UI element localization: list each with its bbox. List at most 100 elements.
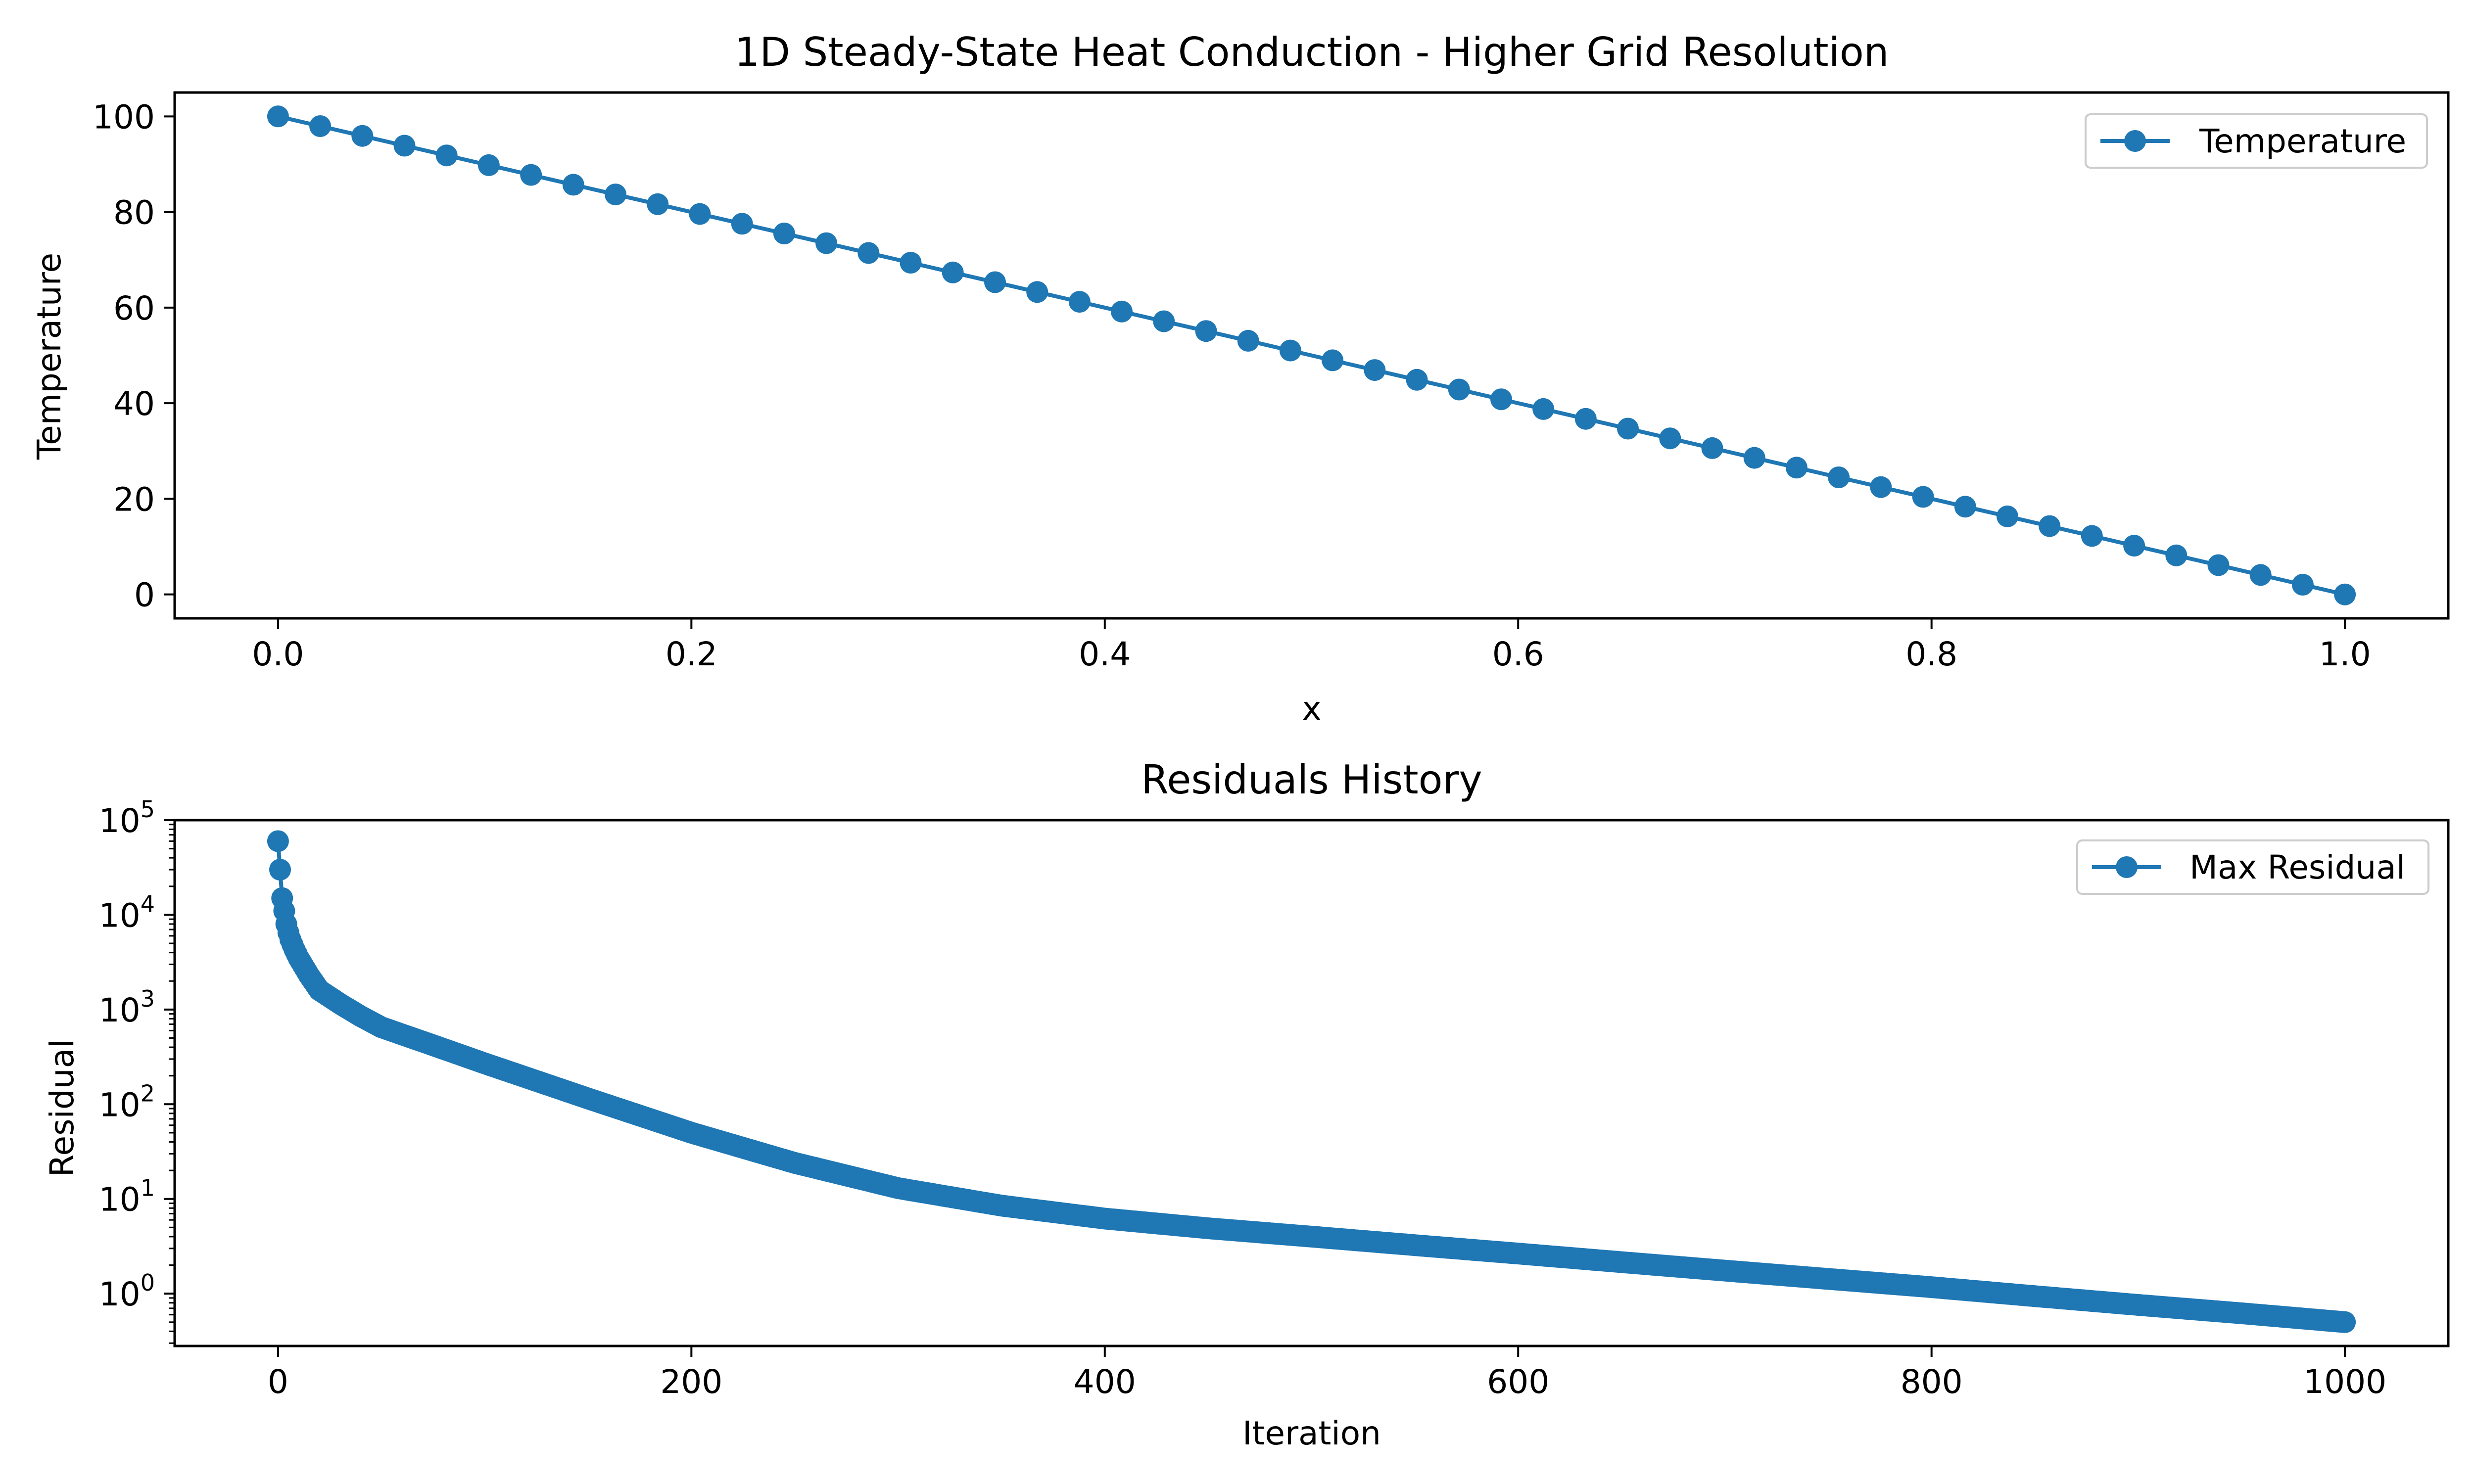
- data-point: [1364, 359, 1386, 381]
- data-point: [2165, 544, 2188, 566]
- data-point: [1574, 408, 1597, 430]
- data-point: [1448, 378, 1470, 401]
- y-tick-label: 100: [93, 98, 155, 136]
- data-point: [1532, 398, 1555, 420]
- data-point: [1068, 291, 1091, 313]
- data-point: [1279, 339, 1301, 362]
- data-point: [1659, 427, 1681, 450]
- data-point: [689, 203, 711, 225]
- data-point: [773, 223, 795, 244]
- data-point: [1785, 457, 1808, 479]
- data-point: [1870, 476, 1892, 498]
- x-tick-label: 600: [1487, 1363, 1549, 1401]
- residuals-chart-ylabel: Residual: [43, 1039, 81, 1177]
- x-tick-label: 0.6: [1492, 635, 1544, 673]
- data-point: [269, 859, 291, 881]
- data-point: [2334, 1311, 2356, 1333]
- data-point: [2291, 574, 2314, 596]
- x-tick-label: 800: [1901, 1363, 1963, 1401]
- legend-label: Max Residual: [2189, 848, 2405, 886]
- data-point: [1237, 329, 1259, 352]
- x-tick-label: 0: [268, 1363, 288, 1401]
- legend-marker-icon: [2124, 130, 2146, 152]
- data-point: [1828, 466, 1850, 488]
- data-point: [1322, 349, 1344, 371]
- data-point: [435, 144, 458, 167]
- data-point: [605, 184, 626, 206]
- data-point: [1111, 300, 1133, 323]
- legend-box: [2085, 113, 2428, 169]
- data-point: [2207, 554, 2230, 576]
- y-tick-label: 100: [99, 1269, 155, 1313]
- temperature-chart-ticks: 0.0 0.2 0.4 0.6 0.8 1.0 0 20 40 60 80 100: [93, 98, 2371, 673]
- data-point: [1912, 486, 1934, 508]
- temperature-chart-title: 1D Steady-State Heat Conduction - Higher…: [735, 29, 1889, 75]
- legend-marker-icon: [2116, 856, 2138, 878]
- residuals-chart-legend: Max Residual: [2076, 839, 2429, 895]
- data-point: [984, 271, 1006, 293]
- data-point: [2081, 525, 2103, 547]
- data-point: [1490, 388, 1512, 411]
- x-tick-label: 400: [1074, 1363, 1136, 1401]
- x-tick-label: 0.0: [252, 635, 304, 673]
- data-point: [857, 242, 880, 264]
- y-tick-label: 60: [113, 289, 155, 327]
- y-tick-label: 101: [99, 1175, 155, 1219]
- y-tick-label: 105: [99, 796, 155, 840]
- y-tick-label: 20: [113, 480, 155, 518]
- data-point: [942, 261, 964, 283]
- temperature-chart-xlabel: x: [1302, 690, 1321, 728]
- data-point: [477, 154, 500, 176]
- temperature-chart: 1D Steady-State Heat Conduction - Higher…: [30, 29, 2450, 728]
- data-point: [2039, 515, 2061, 537]
- data-point: [1153, 310, 1175, 332]
- data-point: [1701, 437, 1723, 459]
- residuals-chart: Residuals History Iteration Residual 0 20…: [43, 757, 2450, 1452]
- residuals-chart-ticks: 0 200 400 600 800 1000 100 101 102 103 104 105: [99, 796, 2386, 1401]
- temperature-chart-series: [267, 105, 2356, 605]
- x-tick-label: 200: [660, 1363, 722, 1401]
- data-point: [309, 115, 332, 137]
- temperature-chart-legend: Temperature: [2085, 113, 2428, 169]
- temperature-chart-ylabel: Temperature: [30, 253, 68, 460]
- y-tick-label: 102: [99, 1080, 155, 1124]
- data-point: [562, 174, 584, 196]
- data-point: [1406, 369, 1428, 391]
- y-tick-label: 104: [99, 890, 155, 934]
- residuals-chart-xlabel: Iteration: [1242, 1414, 1381, 1452]
- data-point: [1195, 320, 1217, 342]
- data-point: [267, 830, 289, 852]
- data-point: [731, 213, 753, 235]
- data-point: [1997, 505, 2018, 527]
- y-tick-label: 103: [99, 985, 155, 1029]
- x-tick-label: 0.8: [1905, 635, 1957, 673]
- data-point: [351, 125, 374, 147]
- data-point: [1954, 496, 1976, 518]
- y-tick-label: 40: [113, 385, 155, 423]
- y-tick-label: 80: [113, 194, 155, 232]
- residuals-chart-title: Residuals History: [1141, 757, 1482, 803]
- data-point: [1743, 447, 1765, 469]
- x-tick-label: 0.2: [666, 635, 717, 673]
- data-point: [900, 252, 922, 274]
- data-point: [2249, 564, 2272, 586]
- residuals-chart-series: [267, 830, 2356, 1333]
- x-tick-label: 1.0: [2319, 635, 2371, 673]
- data-point: [647, 193, 669, 215]
- data-point: [2334, 583, 2356, 605]
- data-point: [2123, 535, 2145, 557]
- data-point: [815, 232, 838, 254]
- x-tick-label: 1000: [2303, 1363, 2386, 1401]
- legend-box: [2076, 839, 2429, 895]
- legend-label: Temperature: [2199, 122, 2406, 160]
- x-tick-label: 0.4: [1079, 635, 1131, 673]
- residuals-chart-axes-frame: [173, 819, 2450, 1347]
- data-point: [1026, 281, 1048, 303]
- data-point: [267, 105, 289, 128]
- y-tick-label: 0: [134, 576, 155, 614]
- temperature-chart-axes-frame: [173, 91, 2450, 620]
- data-point: [1617, 417, 1639, 440]
- data-point: [393, 135, 416, 157]
